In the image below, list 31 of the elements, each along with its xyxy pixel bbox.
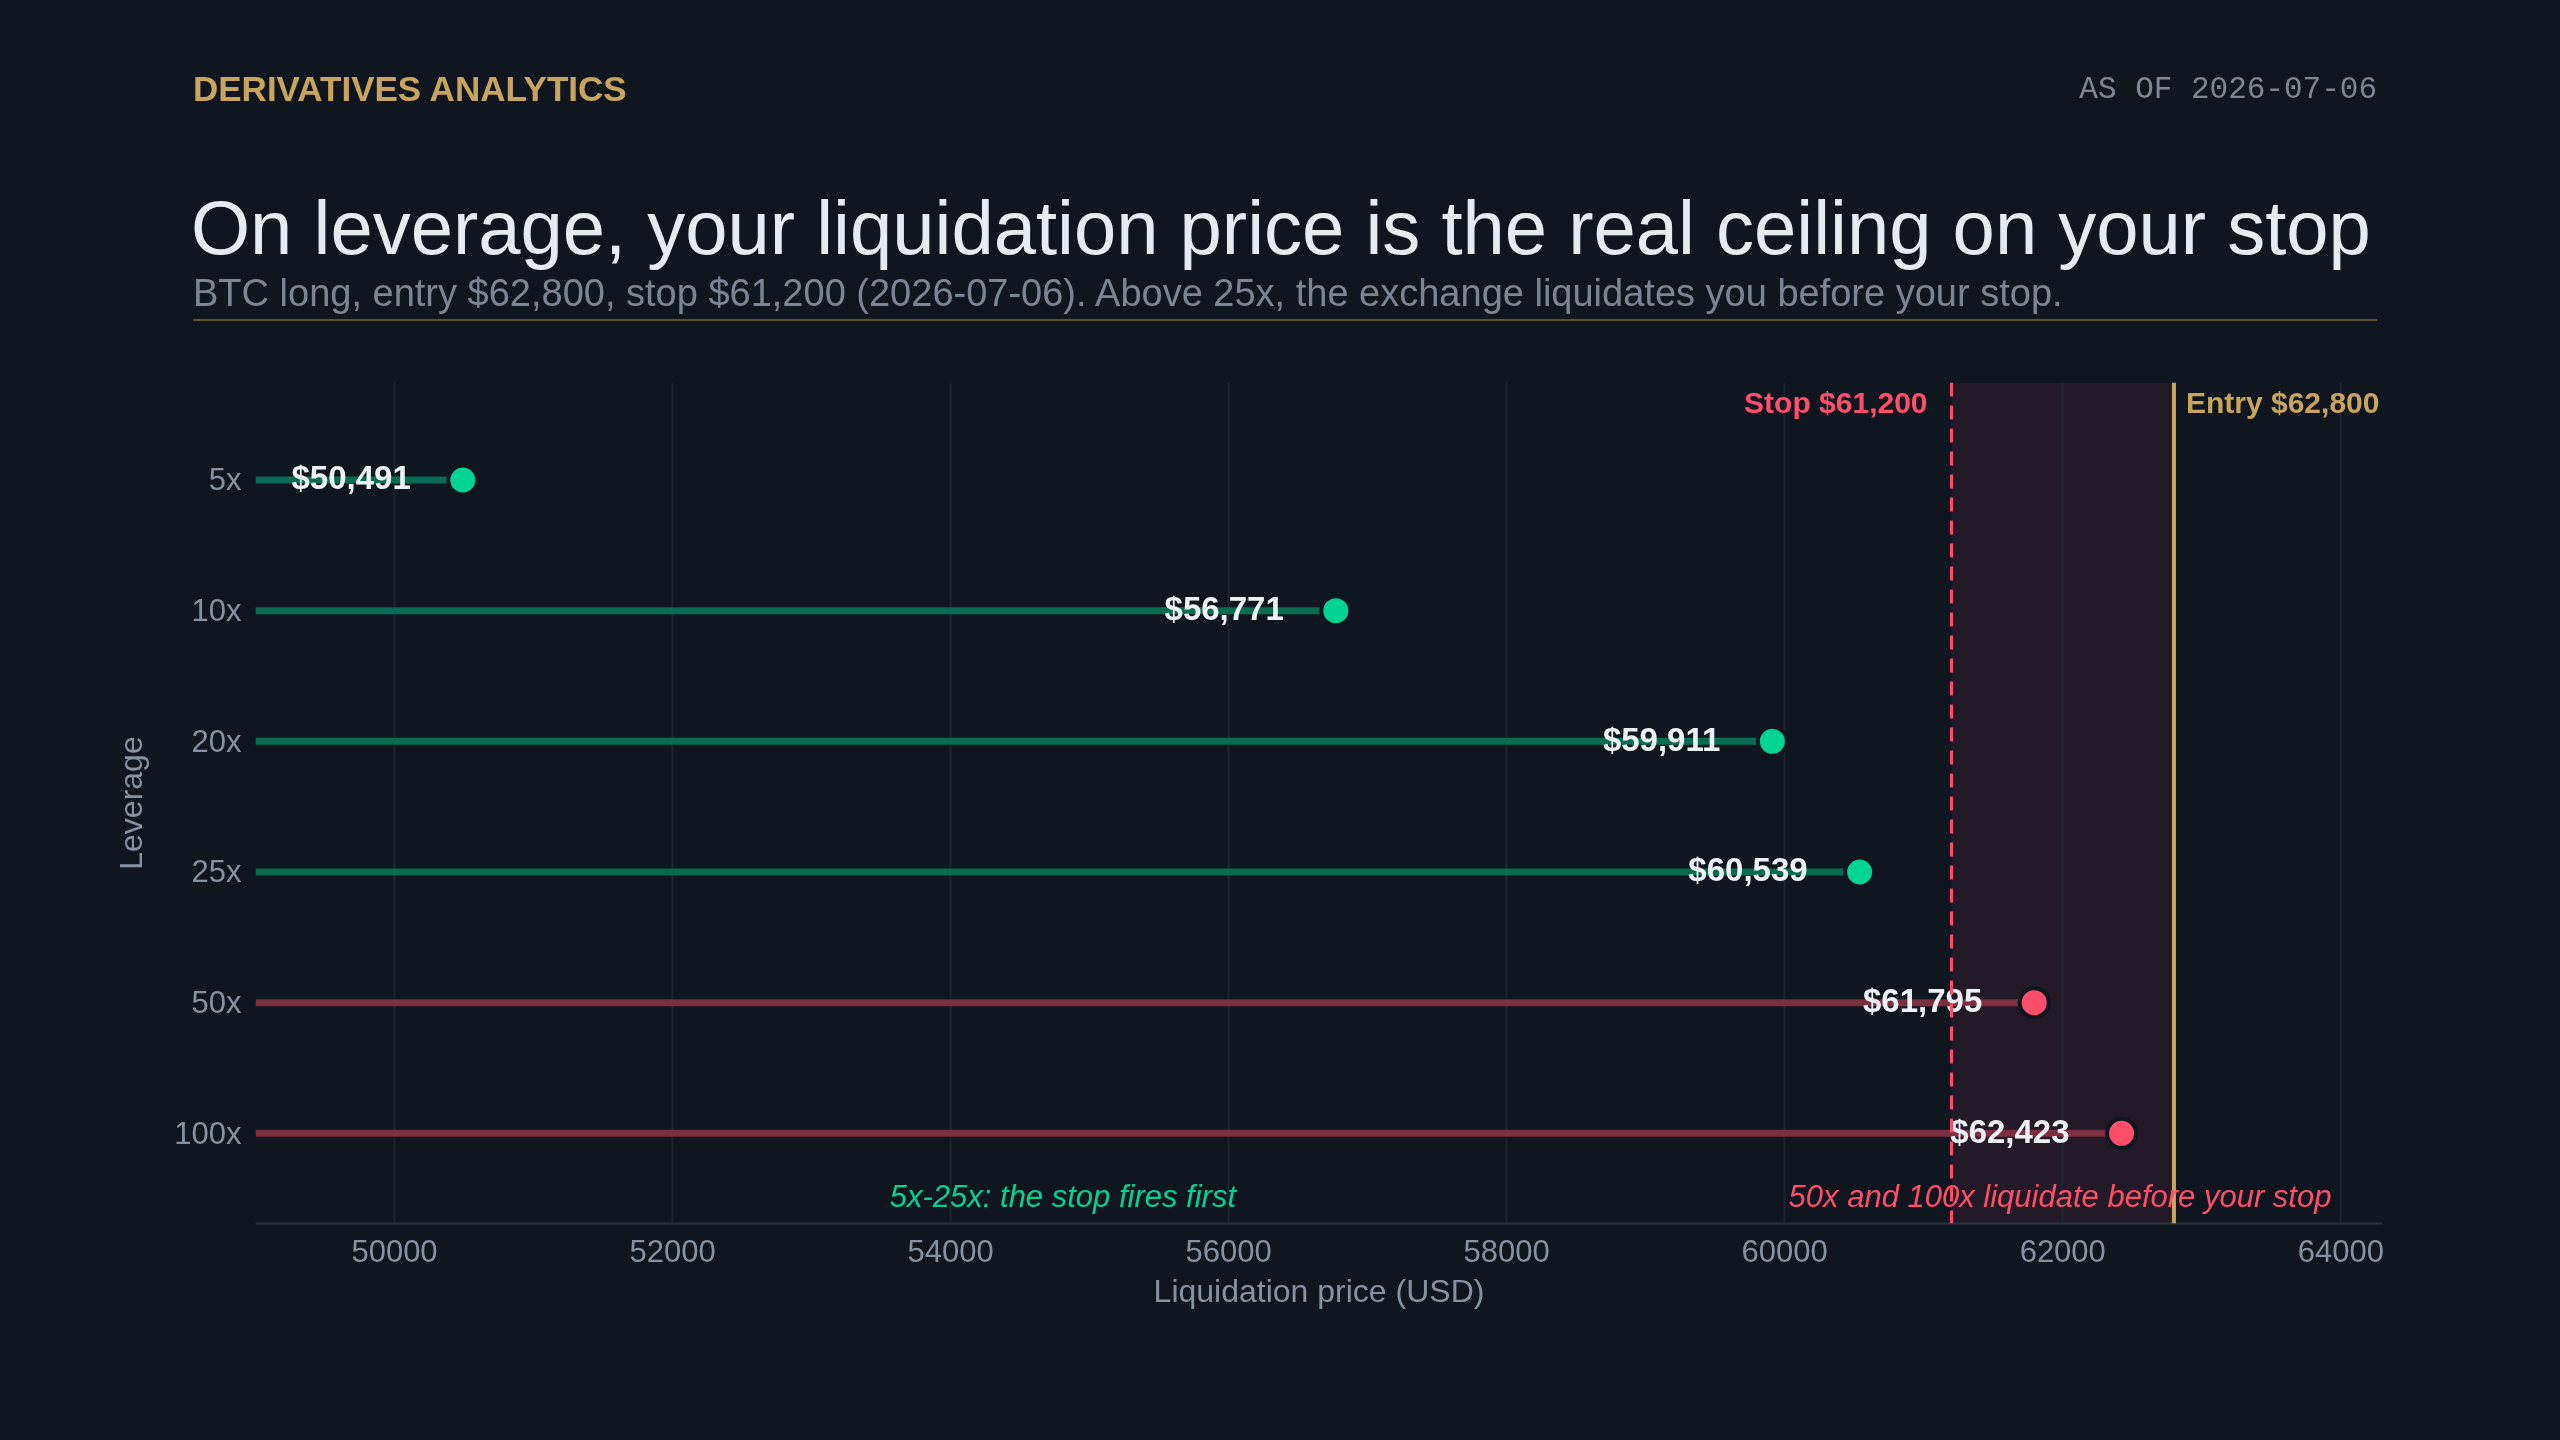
x-tick-label: 64000: [2297, 1233, 2384, 1269]
data-label: $62,423: [1950, 1112, 2070, 1150]
point: [2105, 1116, 2139, 1150]
y-axis-title: Leverage: [113, 736, 150, 870]
ref-line-label: Entry $62,800: [2185, 385, 2380, 419]
y-tick-label: 25x: [191, 854, 242, 890]
text: AS OF 2026-07-06: [2079, 72, 2377, 107]
text: DERIVATIVES ANALYTICS: [193, 69, 627, 108]
chart-subtitle: BTC long, entry $62,800, stop $61,200 (2026-07-06). Above 25x, the exchange liquidates you before your stop.: [193, 272, 2063, 314]
ref-line-label: Stop $61,200: [1744, 385, 1928, 419]
x-tick-label: 52000: [629, 1233, 716, 1269]
point: [2017, 986, 2051, 1020]
data-label: $61,795: [1862, 982, 1983, 1020]
x-tick-label: 54000: [907, 1233, 994, 1269]
x-axis-title: Liquidation price (USD): [1153, 1272, 1485, 1309]
x-tick-label: 60000: [1741, 1233, 1828, 1269]
y-tick-label: 100x: [174, 1115, 242, 1151]
y-tick-label: 20x: [191, 723, 242, 759]
chart-title: On leverage, your liquidation price is the real ceiling on your stop: [191, 185, 2371, 270]
data-label: $50,491: [291, 459, 411, 497]
x-tick-label: 50000: [351, 1233, 438, 1269]
data-label: $59,911: [1602, 720, 1721, 758]
y-tick-label: 50x: [191, 985, 242, 1021]
annotation: 5x-25x: the stop fires first: [889, 1178, 1238, 1214]
x-tick-label: 62000: [2019, 1233, 2106, 1269]
x-tick-label: 58000: [1463, 1233, 1550, 1269]
data-label: $56,771: [1164, 590, 1284, 628]
data-label: $60,539: [1688, 851, 1808, 889]
x-tick-label: 56000: [1185, 1233, 1272, 1269]
y-tick-label: 10x: [191, 593, 242, 629]
y-tick-label: 5x: [208, 462, 242, 498]
